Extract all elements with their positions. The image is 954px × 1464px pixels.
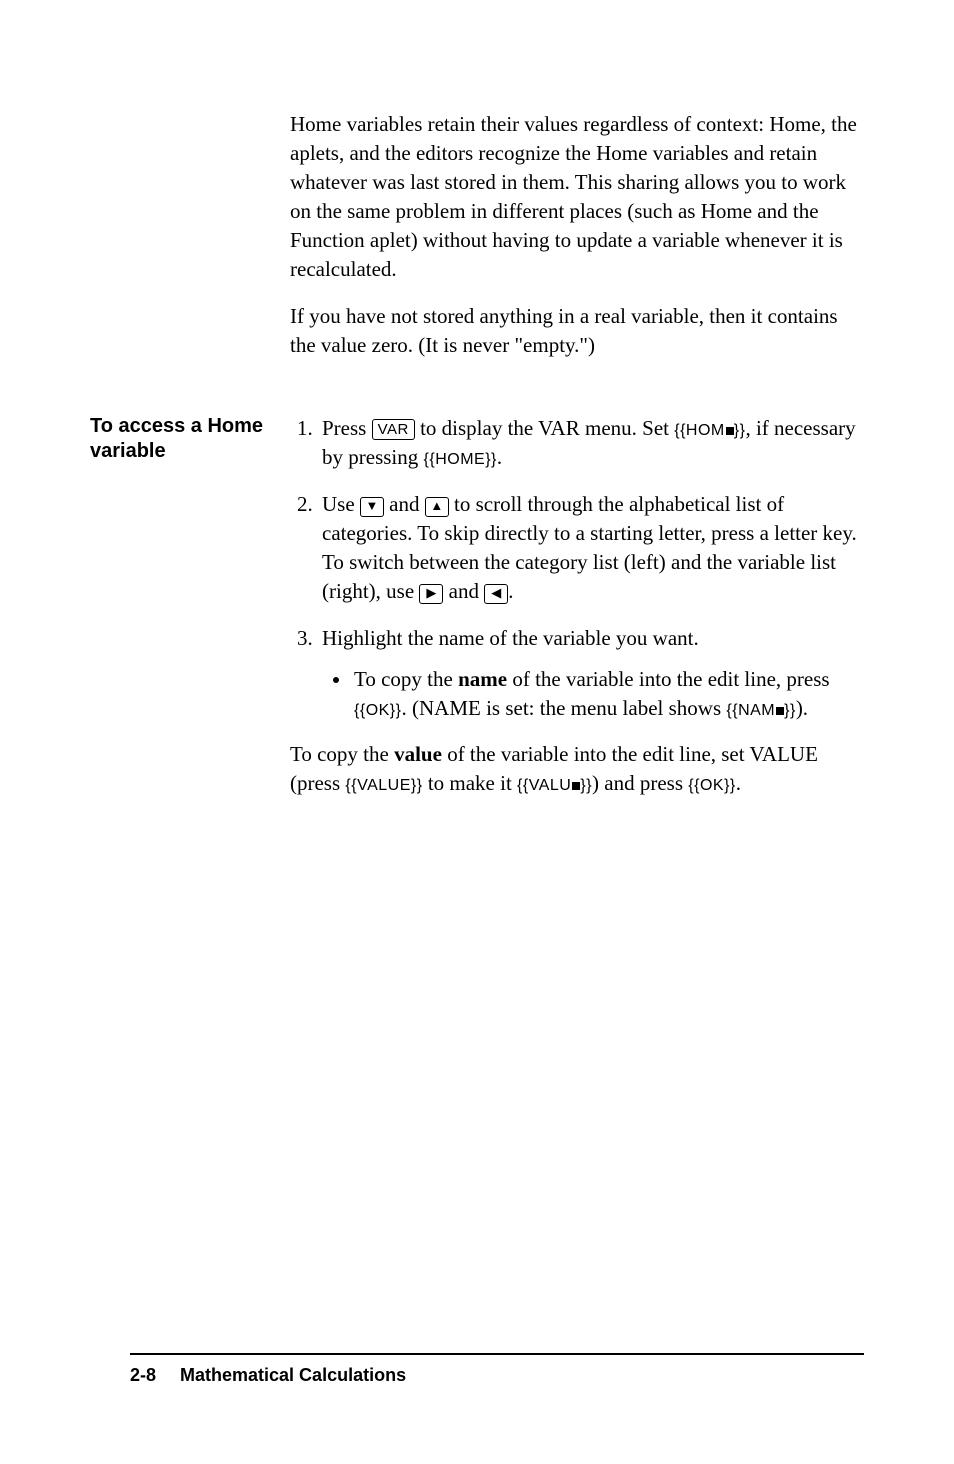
step-2-text-d: and [443, 579, 484, 603]
intro-para-1: Home variables retain their values regar… [290, 110, 864, 284]
bullet-text-a: To copy the [354, 667, 458, 691]
final-para: To copy the value of the variable into t… [290, 740, 864, 798]
intro-para-2: If you have not stored anything in a rea… [290, 302, 864, 360]
bullet-text-d: ). [796, 696, 808, 720]
step-1-text-d: . [497, 445, 502, 469]
step-2-text-a: Use [322, 492, 360, 516]
ok-softkey-2: {{OK}} [688, 777, 736, 794]
page-number: 2-8 [130, 1365, 156, 1385]
intro-block: Home variables retain their values regar… [90, 110, 864, 378]
up-arrow-key: ▲ [425, 497, 449, 517]
left-arrow-key: ◀ [484, 584, 508, 604]
step-2: Use ▼ and ▲ to scroll through the alphab… [318, 490, 864, 606]
down-arrow-key: ▼ [360, 497, 384, 517]
bullet-text-c: . (NAME is set: the menu label shows [402, 696, 727, 720]
step-1: Press VAR to display the VAR menu. Set {… [318, 414, 864, 472]
section-heading: To access a Home variable [90, 414, 290, 464]
final-value-word: value [394, 742, 442, 766]
section-body: Press VAR to display the VAR menu. Set {… [290, 414, 864, 817]
step-1-text-a: Press [322, 416, 372, 440]
square-icon [726, 427, 734, 435]
step-1-text-b: to display the VAR menu. Set [415, 416, 674, 440]
final-text-c: to make it [423, 771, 517, 795]
footer-text: 2-8 Mathematical Calculations [130, 1365, 864, 1386]
home-softkey: {{HOME}} [424, 451, 497, 468]
step-2-text-e: . [508, 579, 513, 603]
var-key: VAR [372, 419, 415, 440]
nam-softkey: {{NAM}} [726, 702, 795, 719]
step-3-sublist: To copy the name of the variable into th… [322, 665, 864, 723]
page-footer: 2-8 Mathematical Calculations [130, 1353, 864, 1386]
step-3: Highlight the name of the variable you w… [318, 624, 864, 723]
bullet-text-b: of the variable into the edit line, pres… [507, 667, 830, 691]
hom-softkey: {{HOM}} [674, 422, 745, 439]
right-arrow-key: ▶ [419, 584, 443, 604]
step-3-bullet: To copy the name of the variable into th… [352, 665, 864, 723]
chapter-title: Mathematical Calculations [180, 1365, 406, 1385]
valu-softkey: {{VALU}} [517, 777, 592, 794]
step-2-text-b: and [384, 492, 425, 516]
ok-softkey: {{OK}} [354, 702, 402, 719]
section-access-home-var: To access a Home variable Press VAR to d… [90, 414, 864, 817]
step-3-text: Highlight the name of the variable you w… [322, 626, 699, 650]
step-list: Press VAR to display the VAR menu. Set {… [290, 414, 864, 723]
square-icon [776, 707, 784, 715]
bullet-name-word: name [458, 667, 507, 691]
page: Home variables retain their values regar… [0, 0, 954, 1464]
footer-rule [130, 1353, 864, 1355]
intro-text: Home variables retain their values regar… [290, 110, 864, 378]
final-text-d: ) and press [592, 771, 688, 795]
final-text-e: . [736, 771, 741, 795]
final-text-a: To copy the [290, 742, 394, 766]
value-softkey: {{VALUE}} [345, 777, 422, 794]
